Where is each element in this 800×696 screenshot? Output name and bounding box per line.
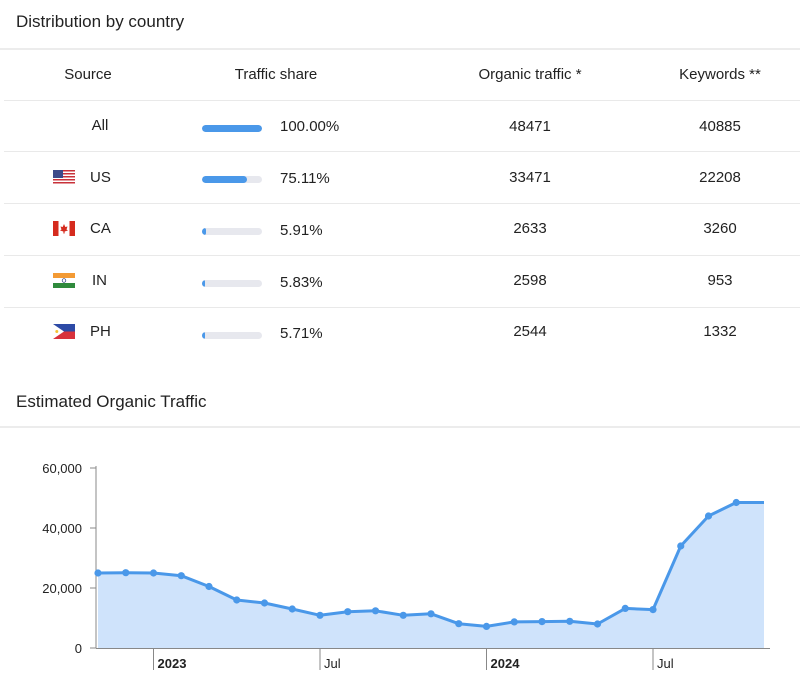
share-bar (202, 280, 262, 287)
header-traffic-share[interactable]: Traffic share (234, 66, 318, 83)
share-value: 5.83% (280, 274, 323, 291)
organic-traffic-value: 33471 (509, 169, 551, 186)
share-bar-fill (202, 176, 248, 183)
keywords-value: 1332 (703, 323, 737, 340)
data-point[interactable] (677, 542, 685, 550)
data-point[interactable] (704, 512, 713, 520)
data-point[interactable] (371, 607, 380, 615)
data-point[interactable] (510, 618, 518, 626)
data-point[interactable] (233, 596, 241, 604)
ph-flag-icon (53, 324, 75, 339)
data-point[interactable] (149, 569, 158, 577)
row-source-ca: CA (90, 220, 111, 237)
keywords-value: 3260 (703, 220, 737, 237)
distribution-title: Distribution by country (16, 12, 185, 31)
data-point[interactable] (122, 569, 130, 577)
data-point[interactable] (621, 604, 629, 612)
x-tick-label: Jul (657, 656, 674, 671)
data-point[interactable] (94, 569, 102, 577)
us-flag-icon (53, 170, 75, 185)
x-tick-label: Jul (324, 656, 341, 671)
data-point[interactable] (427, 610, 435, 618)
keywords-value: 40885 (699, 118, 741, 135)
share-bar-fill (202, 332, 206, 339)
data-point[interactable] (482, 622, 491, 630)
row-source-all: All (91, 117, 109, 134)
share-value: 5.71% (280, 325, 323, 342)
organic-traffic-value: 2633 (513, 220, 547, 237)
header-keywords[interactable]: Keywords ** (679, 66, 761, 83)
x-tick-label: 2024 (491, 656, 521, 671)
data-point[interactable] (177, 572, 185, 580)
data-point[interactable] (566, 617, 574, 625)
data-point[interactable] (260, 599, 269, 607)
y-tick-label: 0 (75, 641, 82, 656)
keywords-value: 953 (707, 272, 733, 289)
data-point[interactable] (399, 611, 407, 619)
share-value: 5.91% (280, 222, 323, 239)
row-divider (4, 151, 800, 152)
header-organic-traffic[interactable]: Organic traffic * (478, 66, 582, 83)
section-divider (0, 48, 800, 50)
share-bar (202, 332, 262, 339)
keywords-value: 22208 (699, 169, 741, 186)
in-flag-icon (53, 273, 75, 288)
data-point[interactable] (538, 618, 546, 626)
share-bar-fill (202, 125, 262, 132)
share-bar-fill (202, 228, 206, 235)
share-value: 100.00% (280, 118, 340, 135)
data-point[interactable] (288, 605, 296, 613)
organic-traffic-value: 2544 (513, 323, 547, 340)
data-point[interactable] (732, 498, 740, 507)
data-point[interactable] (205, 582, 213, 591)
data-point[interactable] (593, 620, 602, 628)
share-bar (202, 176, 262, 183)
data-point[interactable] (344, 608, 352, 616)
share-bar (202, 125, 262, 132)
organic-traffic-value: 48471 (509, 118, 551, 135)
row-source-ph: PH (90, 323, 111, 340)
header-source[interactable]: Source (64, 66, 112, 83)
y-tick-label: 40,000 (42, 521, 82, 536)
traffic-chart-title: Estimated Organic Traffic (16, 392, 207, 411)
row-source-in: IN (92, 272, 107, 289)
row-divider (4, 100, 800, 101)
y-tick-label: 60,000 (42, 461, 82, 476)
row-divider (4, 255, 800, 256)
data-point[interactable] (316, 611, 324, 619)
row-source-us: US (90, 169, 111, 186)
organic-traffic-value: 2598 (513, 272, 547, 289)
row-divider (4, 307, 800, 308)
share-bar (202, 228, 262, 235)
share-bar-fill (202, 280, 206, 287)
row-divider (4, 203, 800, 204)
ca-flag-icon (53, 221, 75, 236)
data-point[interactable] (649, 606, 657, 614)
data-point[interactable] (455, 620, 463, 628)
traffic-chart: 60,000 40,000 20,000 0 2023 Jul 2024 Jul (42, 461, 770, 671)
y-tick-label: 20,000 (42, 581, 82, 596)
traffic-area-fill (98, 502, 764, 648)
section-divider (0, 426, 800, 428)
share-value: 75.11% (280, 170, 330, 187)
x-tick-label: 2023 (158, 656, 187, 671)
